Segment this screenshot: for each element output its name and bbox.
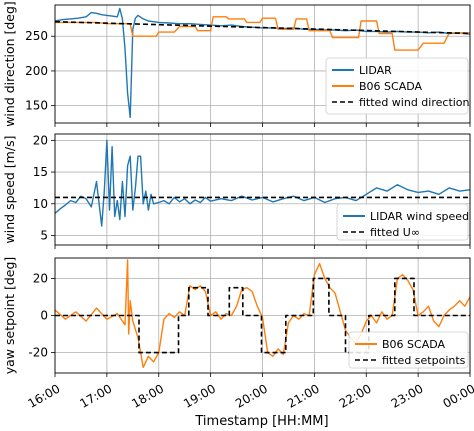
y-tick-label: 10 <box>33 197 48 211</box>
y-tick-label: 20 <box>33 271 48 285</box>
y-axis-label: wind speed [m/s] <box>2 136 17 244</box>
legend-label: fitted wind direction <box>359 96 470 109</box>
y-tick-label: 250 <box>25 29 48 43</box>
series-line-1 <box>55 16 470 51</box>
series-line-0 <box>55 259 470 369</box>
x-tick-label: 21:00 <box>285 381 322 410</box>
y-tick-label: 15 <box>33 165 48 179</box>
x-axis-label: Timestamp [HH:MM] <box>194 414 328 429</box>
panel-1: 5 10 15 20 wind speed [m/s] LIDAR wind speed f… <box>2 133 471 249</box>
x-tick-label: 16:00 <box>26 381 63 410</box>
y-tick-label: 20 <box>33 133 48 147</box>
legend-label: LIDAR wind speed <box>370 210 469 223</box>
panel-0: 150 200 250 wind direction [deg] LIDAR B06 SC… <box>2 1 471 127</box>
legend-label: fitted U∞ <box>370 226 420 239</box>
y-tick-label: 200 <box>25 64 48 78</box>
legend: B06 SCADA fitted setpoints <box>348 331 469 369</box>
series-line-2 <box>55 20 470 35</box>
y-axis-label: wind direction [deg] <box>2 1 17 127</box>
x-tick-label: 19:00 <box>181 381 218 410</box>
y-axis-label: yaw setpoint [deg] <box>2 257 17 375</box>
legend-label: B06 SCADA <box>382 338 446 351</box>
series-line-1 <box>55 277 470 354</box>
legend-label: B06 SCADA <box>359 80 423 93</box>
legend: LIDAR wind speed fitted U∞ <box>336 203 469 241</box>
x-tick-label: 22:00 <box>337 381 374 410</box>
panel-2: -20 0 20 yaw setpoint [deg] 16:00 17:00 18:00 1… <box>2 257 474 411</box>
x-tick-label: 18:00 <box>129 381 166 410</box>
y-tick-label: 5 <box>40 228 48 242</box>
legend-label: LIDAR <box>359 64 392 77</box>
y-tick-label: 0 <box>40 309 48 323</box>
x-tick-label: 00:00 <box>441 381 474 410</box>
y-tick-label: 150 <box>25 99 48 113</box>
x-tick-label: 20:00 <box>233 381 270 410</box>
legend-label: fitted setpoints <box>382 354 466 367</box>
series-line-0 <box>55 139 470 227</box>
x-tick-label: 17:00 <box>77 381 114 410</box>
series-line-0 <box>55 7 470 119</box>
legend: LIDAR B06 SCADA fitted wind direction <box>325 57 470 115</box>
x-tick-label: 23:00 <box>389 381 426 410</box>
y-tick-label: -20 <box>28 346 48 360</box>
